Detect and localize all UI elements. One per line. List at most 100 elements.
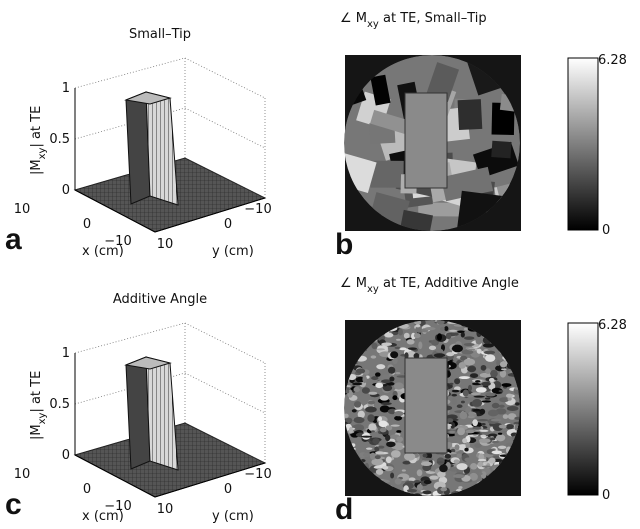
texture (375, 382, 384, 389)
texture (373, 465, 382, 469)
texture (467, 366, 477, 372)
texture (470, 392, 482, 396)
texture (451, 332, 459, 336)
texture (471, 399, 483, 407)
texture (345, 417, 353, 424)
texture (446, 418, 454, 423)
texture (352, 424, 365, 432)
map-title-pre: ∠ M (340, 276, 367, 291)
map-title: ∠ Mxy at TE, Small–Tip (340, 11, 487, 30)
texture (378, 420, 388, 428)
texture (436, 333, 443, 341)
texture (485, 368, 491, 375)
texture (395, 372, 401, 375)
texture (394, 478, 402, 485)
texture (481, 465, 491, 468)
texture (460, 400, 465, 404)
texture (467, 415, 475, 419)
x-tick-label: 10 (14, 202, 31, 217)
texture (374, 455, 381, 460)
texture (393, 442, 404, 451)
texture (449, 421, 456, 429)
z-axis-label-post: | at TE (29, 106, 44, 148)
texture (445, 333, 452, 340)
y-axis (154, 197, 266, 233)
texture (365, 406, 377, 413)
texture (362, 452, 371, 457)
panel-label: a (5, 223, 22, 256)
texture (491, 450, 503, 455)
map-title-sub: xy (367, 284, 379, 295)
texture (479, 372, 492, 378)
texture (465, 442, 470, 449)
colorbar-min: 0 (602, 488, 610, 503)
texture (498, 424, 507, 429)
x-tick-label: 10 (14, 467, 31, 482)
texture (404, 452, 416, 461)
texture (431, 339, 440, 346)
texture (444, 453, 452, 459)
texture (392, 395, 398, 401)
colorbar-min: 0 (602, 223, 610, 238)
patch (370, 109, 409, 134)
texture (456, 463, 468, 471)
z-tick-label: 1 (62, 81, 70, 96)
patch (418, 202, 462, 217)
texture (352, 382, 363, 386)
texture (372, 438, 380, 444)
texture (351, 409, 357, 413)
z-tick-label: 0.5 (49, 132, 70, 147)
texture (473, 395, 485, 398)
texture (368, 391, 378, 395)
patch (491, 140, 512, 159)
texture (370, 430, 375, 433)
y-tick-label: −10 (244, 202, 271, 217)
texture (462, 438, 468, 444)
texture (489, 377, 495, 383)
texture (454, 444, 460, 451)
texture (380, 402, 392, 406)
map-title-pre: ∠ M (340, 11, 367, 26)
texture (478, 472, 483, 475)
texture (360, 435, 373, 438)
colorbar (567, 322, 599, 496)
texture (415, 324, 421, 328)
texture (413, 352, 420, 359)
y-tick-label: −10 (244, 467, 271, 482)
map-disk (344, 55, 520, 231)
y-tick-label: 10 (157, 502, 174, 517)
panel-label: d (335, 493, 353, 526)
texture (498, 390, 504, 393)
box-line (184, 107, 266, 149)
z-axis-label-sub: xy (37, 147, 48, 159)
texture (490, 418, 502, 422)
texture (482, 343, 495, 348)
texture (485, 397, 491, 400)
x-tick-label: −10 (104, 234, 131, 249)
texture (416, 483, 424, 491)
texture (461, 349, 474, 355)
texture (490, 369, 498, 378)
texture (396, 430, 402, 433)
texture (458, 361, 466, 369)
block-top (124, 91, 172, 105)
texture (515, 402, 520, 406)
texture (497, 445, 507, 450)
texture (404, 352, 409, 360)
texture (367, 400, 376, 405)
texture (385, 456, 392, 464)
panel-label: b (335, 228, 353, 261)
texture (464, 447, 469, 452)
texture (465, 406, 472, 413)
texture (385, 425, 393, 431)
texture (390, 450, 401, 458)
box-line (184, 322, 266, 364)
patch (440, 166, 494, 202)
texture (472, 426, 482, 430)
texture (451, 344, 463, 353)
box-line (74, 322, 186, 354)
block-top (124, 356, 172, 370)
texture (440, 487, 448, 492)
texture (413, 480, 421, 483)
